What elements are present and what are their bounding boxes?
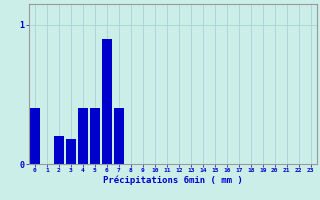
Bar — [30, 108, 40, 164]
Bar — [102, 39, 112, 164]
Bar — [66, 139, 76, 164]
Bar — [78, 108, 88, 164]
Bar — [90, 108, 100, 164]
Bar — [114, 108, 124, 164]
X-axis label: Précipitations 6min ( mm ): Précipitations 6min ( mm ) — [103, 176, 243, 185]
Bar — [54, 136, 64, 164]
